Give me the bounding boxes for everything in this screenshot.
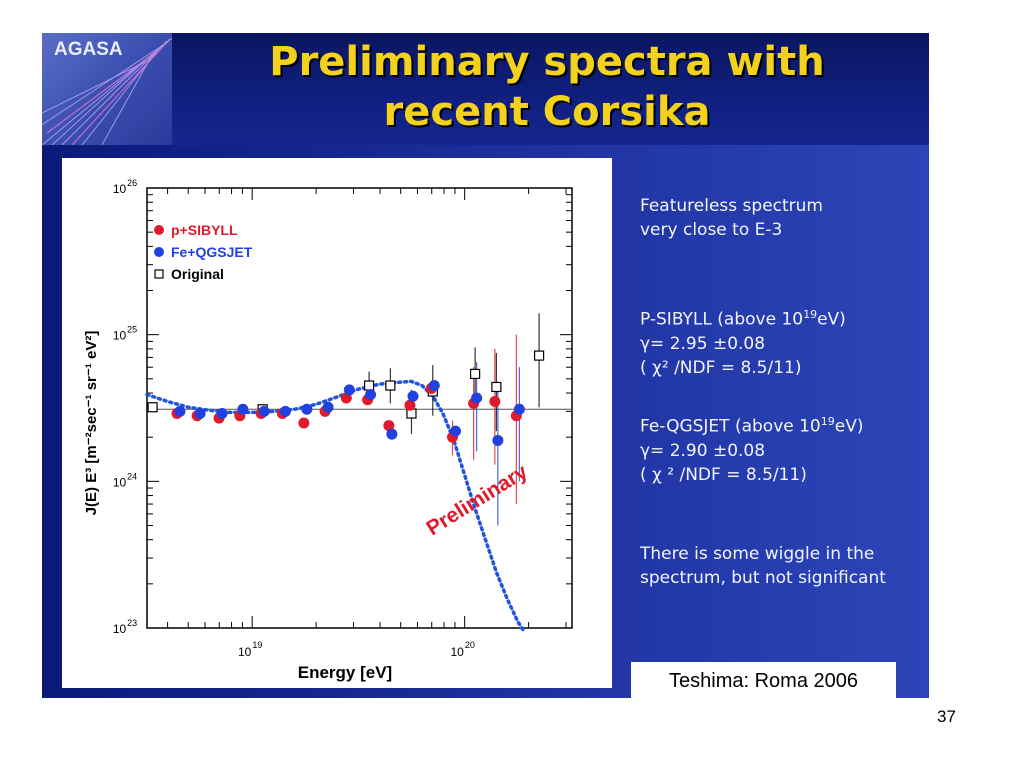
fe-qgsjet-point <box>513 403 525 415</box>
fe-qgsjet-point <box>279 405 291 417</box>
slide-header: AGASA Preliminary spectra with recent Co… <box>42 33 929 145</box>
note-featureless: Featureless spectrum very close to E-3 <box>640 194 823 242</box>
legend-label: p+SIBYLL <box>171 222 238 238</box>
y-tick-label-exponent: 24 <box>127 471 137 481</box>
page-number: 37 <box>937 707 956 726</box>
fe-qgsjet-point <box>365 389 377 401</box>
original-point <box>470 368 481 380</box>
fe-qgsjet-point <box>216 408 228 420</box>
original-point <box>147 402 158 413</box>
legend-label: Original <box>171 266 224 282</box>
curve-layer <box>145 379 526 634</box>
x-tick-label: 1019 <box>238 640 262 659</box>
note-p-sibyll-exponent: 19 <box>803 308 818 321</box>
p-sibyll-point <box>404 399 416 411</box>
x-axis-label: Energy [eV] <box>298 663 392 682</box>
note-p-sibyll-text-b: eV) <box>817 309 846 330</box>
p-sibyll-point <box>383 420 395 432</box>
fe-qgsjet-point <box>322 401 334 413</box>
note-fe-qgsjet-line-1: Fe-QGSJET (above 1019eV) <box>640 410 863 439</box>
logo-text: AGASA <box>54 39 123 60</box>
note-featureless-line-1: Featureless spectrum <box>640 196 823 216</box>
title-line-1: Preliminary spectra with <box>269 39 825 85</box>
y-tick-label-exponent: 26 <box>127 178 137 188</box>
x-tick-label-exponent: 19 <box>252 640 262 650</box>
fe-qgsjet-point <box>407 390 419 402</box>
p-sibyll-point <box>489 396 501 408</box>
fe-qgsjet-point <box>237 403 249 415</box>
preliminary-curve <box>145 379 526 634</box>
fe-qgsjet-point <box>258 405 270 417</box>
preliminary-annotation: Preliminary <box>422 460 531 540</box>
note-fe-qgsjet-line-2: γ= 2.90 ±0.08 <box>640 440 766 461</box>
fe-qgsjet-point <box>471 392 483 404</box>
spectrum-chart: 1019 1020 1023 1024 1025 1026 p+SIBYLL Fe+QGSJ… <box>83 178 573 682</box>
fe-qgsjet-point <box>386 428 398 440</box>
note-fe-qgsjet-text-b: eV) <box>834 416 864 437</box>
fe-qgsjet-point <box>450 425 462 437</box>
note-p-sibyll: P-SIBYLL (above 1019eV) γ= 2.95 ±0.08 ( … <box>640 303 846 380</box>
fe-qgsjet-point <box>194 408 206 420</box>
fe-qgsjet-point <box>301 403 313 415</box>
legend-marker <box>154 247 164 257</box>
note-wiggle-line-2: spectrum, but not significant <box>640 568 886 588</box>
axes-layer <box>146 187 573 629</box>
y-tick-label: 1024 <box>113 471 137 489</box>
note-featureless-line-2: very close to E-3 <box>640 220 783 240</box>
y-tick-label: 1026 <box>113 178 137 196</box>
y-tick-label-exponent: 25 <box>127 325 137 335</box>
legend-marker-original <box>154 269 164 279</box>
original-point <box>363 380 375 391</box>
legend-marker <box>154 225 164 235</box>
original-point <box>533 350 545 361</box>
note-p-sibyll-text-a: P-SIBYLL (above 10 <box>640 309 804 330</box>
y-tick-label: 1023 <box>113 618 137 636</box>
agasa-logo: AGASA <box>42 33 172 145</box>
y-tick-label: 1025 <box>113 325 137 343</box>
title-line-2: recent Corsika <box>383 89 711 135</box>
x-tick-label-exponent: 20 <box>465 640 475 650</box>
note-p-sibyll-line-3: ( χ² /NDF = 8.5/11) <box>640 357 802 378</box>
original-point <box>385 380 396 391</box>
note-fe-qgsjet: Fe-QGSJET (above 1019eV) γ= 2.90 ±0.08 (… <box>640 410 863 487</box>
fe-qgsjet-point <box>343 384 355 396</box>
note-p-sibyll-line-2: γ= 2.95 ±0.08 <box>640 333 766 354</box>
fe-qgsjet-point <box>428 380 440 392</box>
legend: p+SIBYLL Fe+QGSJET Original <box>154 222 253 282</box>
source-caption: Teshima: Roma 2006 <box>631 662 896 700</box>
note-fe-qgsjet-line-3: ( χ ² /NDF = 8.5/11) <box>640 464 807 485</box>
original-point <box>491 381 502 393</box>
data-layer <box>147 313 545 526</box>
plot-frame <box>146 187 573 629</box>
fe-qgsjet-point <box>492 434 504 446</box>
legend-label: Fe+QGSJET <box>171 244 253 260</box>
p-sibyll-point <box>298 417 310 429</box>
y-axis-label: J(E) E³ [m⁻²sec⁻¹ sr⁻¹ eV²] <box>83 331 100 516</box>
page-title: Preliminary spectra with recent Corsika <box>192 37 902 137</box>
y-tick-label-exponent: 23 <box>127 618 137 628</box>
shower-graphic-icon <box>42 37 172 145</box>
fe-qgsjet-point <box>174 405 186 417</box>
chart-panel: 1019 1020 1023 1024 1025 1026 p+SIBYLL Fe+QGSJ… <box>62 158 612 688</box>
note-p-sibyll-line-1: P-SIBYLL (above 1019eV) <box>640 303 846 332</box>
note-fe-qgsjet-exponent: 19 <box>820 415 835 428</box>
note-wiggle: There is some wiggle in the spectrum, bu… <box>640 542 886 590</box>
note-wiggle-line-1: There is some wiggle in the <box>640 544 875 564</box>
x-tick-label: 1020 <box>450 640 474 659</box>
note-fe-qgsjet-text-a: Fe-QGSJET (above 10 <box>640 416 821 437</box>
